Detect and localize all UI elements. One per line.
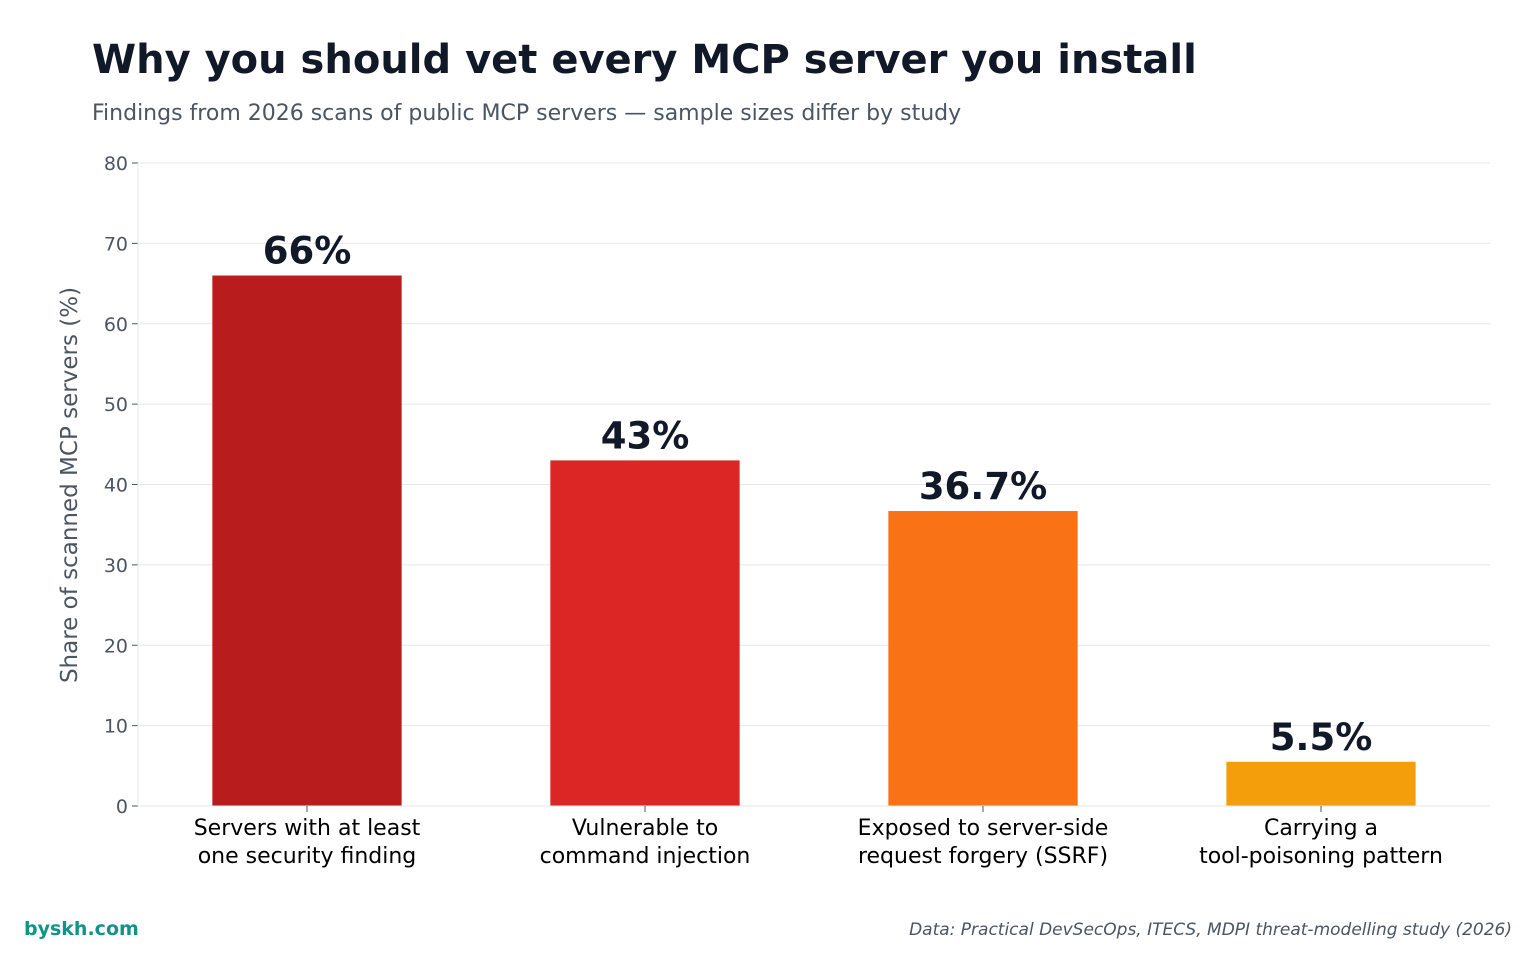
y-tick-label: 50 [104,394,128,416]
bar [212,275,402,806]
y-axis-label: Share of scanned MCP servers (%) [57,287,83,683]
bar [550,460,740,806]
y-tick-label: 0 [116,796,128,818]
x-tick-label: tool-poisoning pattern [1199,844,1443,869]
y-tick-label: 40 [104,475,128,497]
y-tick-label: 10 [104,716,128,738]
x-tick-label: Servers with at least [194,816,421,841]
x-tick-label: Exposed to server-side [858,816,1109,841]
data-label: 5.5% [1270,716,1373,759]
x-axis: Servers with at least one security findin… [138,805,1490,869]
y-tick-label: 30 [104,555,128,577]
y-tick-label: 20 [104,635,128,657]
x-tick-label: one security finding [198,844,417,869]
source-footer: Data: Practical DevSecOps, ITECS, MDPI t… [909,920,1512,940]
brand-footer: byskh.com [24,918,139,940]
data-label: 66% [263,230,352,273]
chart-title: Why you should vet every MCP server you … [92,37,1197,83]
y-axis: 0 10 20 30 40 50 60 70 80 [104,153,139,818]
data-label: 36.7% [919,465,1047,508]
value-labels: 66% 43% 36.7% 5.5% [263,230,1373,759]
x-tick-label: Carrying a [1264,816,1378,841]
x-tick-label: request forgery (SSRF) [858,844,1108,869]
bars [212,275,1416,806]
bar [1226,761,1416,806]
x-tick-label: Vulnerable to [572,816,718,841]
bar [888,511,1078,806]
y-tick-label: 60 [104,314,128,336]
chart-subtitle: Findings from 2026 scans of public MCP s… [92,101,961,126]
data-label: 43% [601,414,690,457]
x-tick-label: command injection [540,844,751,869]
y-tick-label: 80 [104,153,128,175]
y-tick-label: 70 [104,233,128,255]
